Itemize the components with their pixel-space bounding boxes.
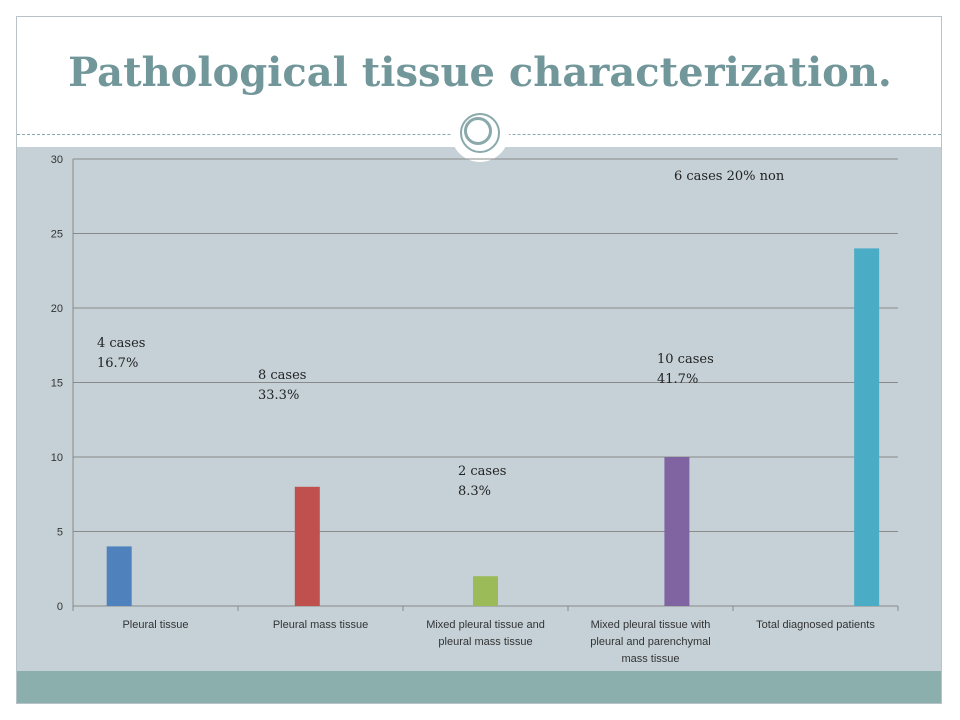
- y-tick-label: 25: [51, 229, 63, 241]
- y-tick-label: 10: [51, 452, 63, 464]
- bar: [294, 486, 320, 606]
- bar: [106, 546, 132, 606]
- bar: [664, 457, 690, 606]
- y-tick-label: 0: [57, 601, 63, 613]
- slide-frame: [16, 16, 942, 704]
- y-tick-label: 30: [51, 154, 63, 166]
- circle-ornament-core: [464, 117, 492, 145]
- x-tick-label: Pleural tissue: [122, 619, 188, 631]
- x-tick-label: Mixed pleural tissue and pleural mass tis…: [426, 619, 545, 648]
- bar: [854, 248, 880, 606]
- y-tick-label: 5: [57, 527, 63, 539]
- data-annotation: 8 cases 33.3%: [258, 368, 306, 403]
- data-annotation: 10 cases 41.7%: [657, 352, 714, 387]
- footer-band: [17, 671, 941, 703]
- bar: [473, 576, 498, 606]
- y-tick-label: 15: [51, 378, 63, 390]
- data-annotation: 2 cases 8.3%: [458, 464, 506, 499]
- x-tick-label: Mixed pleural tissue with pleural and par…: [590, 619, 710, 665]
- x-tick-label: Total diagnosed patients: [756, 619, 875, 631]
- data-annotation: 6 cases 20% non: [674, 169, 785, 184]
- y-tick-label: 20: [51, 303, 63, 315]
- x-tick-label: Pleural mass tissue: [273, 619, 368, 631]
- slide-title: Pathological tissue characterization.: [68, 49, 892, 96]
- data-annotation: 4 cases 16.7%: [97, 336, 145, 371]
